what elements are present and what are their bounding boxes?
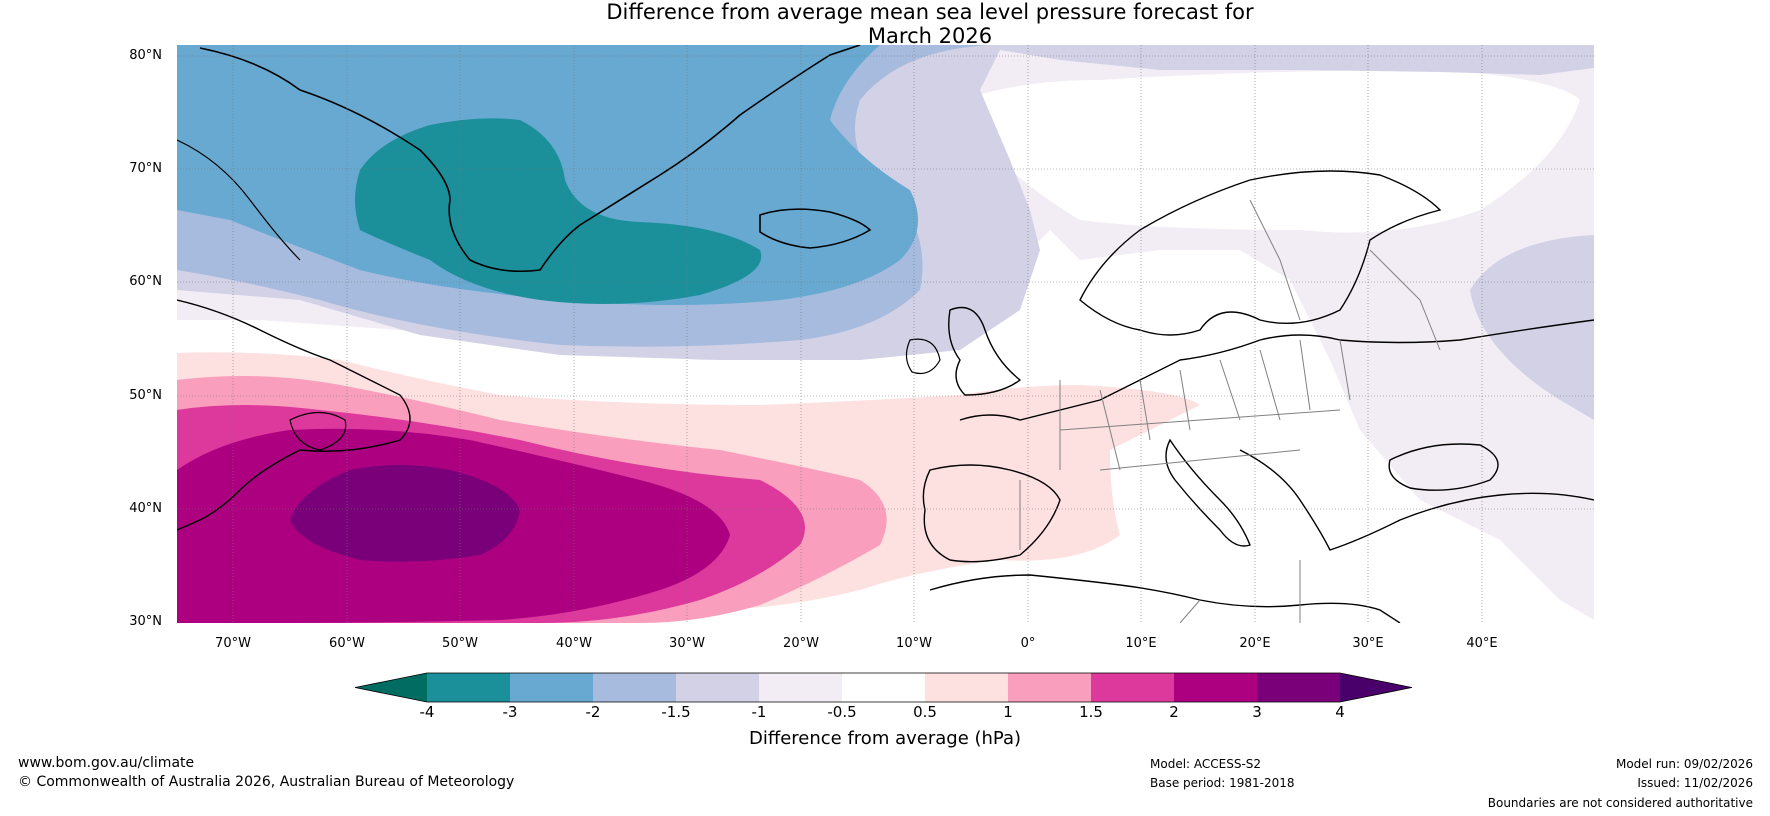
colorbar-tick-label: 0.5	[913, 703, 937, 721]
copyright-text: © Commonwealth of Australia 2026, Austra…	[18, 774, 515, 790]
colorbar-segment	[676, 673, 759, 702]
lon-label-0: 0°	[1020, 636, 1036, 651]
colorbar-segment	[427, 673, 510, 702]
colorbar	[354, 672, 1413, 703]
colorbar-tick-label: 2	[1169, 703, 1179, 721]
lon-label-40w: 40°W	[556, 636, 592, 651]
issued-text: Issued: 11/02/2026	[1637, 776, 1753, 790]
colorbar-tick-label: 1.5	[1079, 703, 1103, 721]
europe-coastline	[959, 319, 1594, 421]
colorbar-segment	[1174, 673, 1257, 702]
map-title: Difference from average mean sea level p…	[0, 0, 1770, 48]
title-line-2: March 2026	[867, 24, 993, 48]
contour-pos-0-5-hole	[940, 70, 1580, 233]
colorbar-tick-label: 1	[1003, 703, 1013, 721]
russia-borders	[1249, 199, 1441, 351]
colorbar-tick-label: -1.5	[661, 703, 691, 721]
contour-neg-3	[355, 118, 762, 304]
gridlines	[177, 45, 1594, 623]
colorbar-tick-label: -0.5	[827, 703, 857, 721]
title-line-1: Difference from average mean sea level p…	[606, 0, 1254, 24]
website-link[interactable]: www.bom.gov.au/climate	[18, 755, 195, 771]
lat-label-60n: 60°N	[129, 274, 162, 289]
italy-coastline	[1165, 438, 1251, 547]
colorbar-segment	[1257, 673, 1340, 702]
colorbar-segment	[593, 673, 676, 702]
lon-label-20e: 20°E	[1239, 636, 1271, 651]
model-run-text: Model run: 09/02/2026	[1615, 757, 1753, 771]
newfoundland-coastline	[289, 411, 347, 451]
colorbar-segment	[1091, 673, 1174, 702]
labrador-coastline	[177, 299, 411, 531]
colorbar-segment	[1008, 673, 1091, 702]
lon-label-70w: 70°W	[215, 636, 251, 651]
disclaimer-text: Boundaries are not considered authoritat…	[1487, 796, 1753, 810]
contour-pos-3	[290, 465, 520, 562]
lon-label-60w: 60°W	[329, 636, 365, 651]
base-period-text: Base period: 1981-2018	[1150, 776, 1295, 790]
colorbar-tick-label: 3	[1252, 703, 1262, 721]
contour-neg-1-east	[1470, 235, 1594, 420]
colorbar-tick-label: -3	[502, 703, 518, 721]
british-isles-coastline	[948, 306, 1022, 396]
scandinavia-coastline	[1079, 170, 1442, 336]
north-africa-coastline	[929, 574, 1401, 623]
colorbar-segment	[842, 673, 925, 702]
colorbar-tick-label: -2	[585, 703, 601, 721]
lat-label-70n: 70°N	[129, 161, 162, 176]
lat-label-50n: 50°N	[129, 388, 162, 403]
lon-label-50w: 50°W	[442, 636, 478, 651]
colorbar-segment	[510, 673, 593, 702]
ireland-coastline	[905, 338, 941, 375]
iceland-coastline	[759, 208, 872, 249]
colorbar-segment	[759, 673, 842, 702]
lon-label-30w: 30°W	[669, 636, 705, 651]
colorbar-tick-label: -4	[419, 703, 435, 721]
greenland-west-coast	[177, 139, 301, 261]
colorbar-under-triangle	[355, 673, 427, 702]
colorbar-tick-label: -1	[751, 703, 767, 721]
country-borders	[1019, 339, 1351, 623]
colorbar-segment	[925, 673, 1008, 702]
colorbar-outline	[354, 672, 1413, 703]
greenland-coastline	[199, 45, 861, 273]
black-sea-coastline	[1388, 443, 1499, 491]
lon-label-40e: 40°E	[1466, 636, 1498, 651]
lon-label-30e: 30°E	[1352, 636, 1384, 651]
colorbar-tick-label: 4	[1335, 703, 1345, 721]
iberia-coastline	[922, 464, 1061, 563]
model-text: Model: ACCESS-S2	[1150, 757, 1262, 771]
lat-label-80n: 80°N	[129, 48, 162, 63]
lat-label-30n: 30°N	[129, 614, 162, 629]
lon-label-10e: 10°E	[1125, 636, 1157, 651]
lon-label-20w: 20°W	[783, 636, 819, 651]
balkans-coastline	[1239, 449, 1594, 551]
lat-label-40n: 40°N	[129, 501, 162, 516]
colorbar-title: Difference from average (hPa)	[748, 728, 1022, 749]
colorbar-over-triangle	[1340, 673, 1412, 702]
lon-label-10w: 10°W	[896, 636, 932, 651]
